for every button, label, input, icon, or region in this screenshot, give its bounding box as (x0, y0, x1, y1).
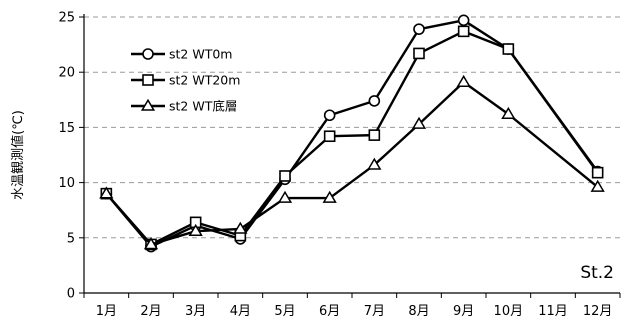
x-tick-label: 8月 (408, 304, 429, 319)
x-tick-label: 2月 (140, 304, 161, 319)
station-label: St.2 (580, 263, 614, 283)
legend-marker (142, 48, 154, 60)
x-tick-label: 6月 (319, 304, 340, 319)
x-tick-label: 1月 (96, 304, 117, 319)
x-tick-label: 5月 (274, 304, 295, 319)
data-point (323, 109, 336, 122)
data-point (501, 106, 516, 119)
x-tick-label: 10月 (494, 304, 524, 319)
data-point (456, 74, 471, 87)
x-tick-label: 9月 (453, 304, 474, 319)
data-point (590, 179, 605, 192)
data-point (99, 186, 114, 199)
x-tick-label: 7月 (364, 304, 385, 319)
legend-item: st2 WT底層 (131, 99, 237, 114)
data-point (411, 116, 427, 129)
data-point (368, 95, 381, 107)
x-tick-label: 11月 (538, 304, 568, 319)
data-point (279, 170, 291, 182)
legend-marker (140, 98, 156, 111)
data-point (323, 130, 336, 143)
axes (79, 14, 621, 298)
data-point (413, 23, 425, 35)
y-tick-label: 0 (67, 287, 75, 302)
data-point (143, 237, 159, 250)
legend-item: st2 WT20m (131, 73, 240, 88)
data-point (502, 43, 515, 55)
y-tick-label: 20 (58, 66, 75, 81)
data-point (188, 223, 203, 236)
y-tick-label: 10 (58, 176, 75, 191)
data-point (233, 221, 248, 234)
data-point (457, 14, 470, 27)
data-point (277, 190, 293, 203)
data-point (591, 166, 604, 179)
y-axis-label: 水温観測値(℃) (10, 110, 26, 200)
data-point (367, 157, 382, 170)
legend: st2 WT0m st2 WT20m st2 WT底層 (131, 47, 240, 114)
data-point (322, 190, 337, 203)
legend-marker (142, 74, 154, 86)
series-group (99, 14, 605, 253)
y-tick-label: 25 (58, 11, 75, 26)
series-3 (99, 74, 605, 250)
legend-item: st2 WT0m (131, 47, 232, 62)
legend-label: st2 WT20m (169, 73, 240, 88)
y-tick-labels: 0 5 10 15 20 25 (58, 11, 75, 302)
x-tick-label: 4月 (230, 304, 251, 319)
x-tick-labels: 1月 2月 3月 4月 5月 6月 7月 8月 9月 10月 11月 12月 (96, 304, 613, 319)
x-tick-label: 3月 (185, 304, 206, 319)
legend-label: st2 WT0m (169, 47, 232, 62)
y-tick-label: 5 (67, 231, 75, 246)
data-point (457, 25, 470, 38)
y-tick-label: 15 (58, 121, 75, 136)
grid-lines (84, 16, 620, 239)
legend-label: st2 WT底層 (169, 99, 237, 114)
x-tick-label: 12月 (583, 304, 613, 319)
data-point (368, 129, 381, 141)
data-point (413, 47, 425, 60)
series-line (105, 30, 599, 246)
